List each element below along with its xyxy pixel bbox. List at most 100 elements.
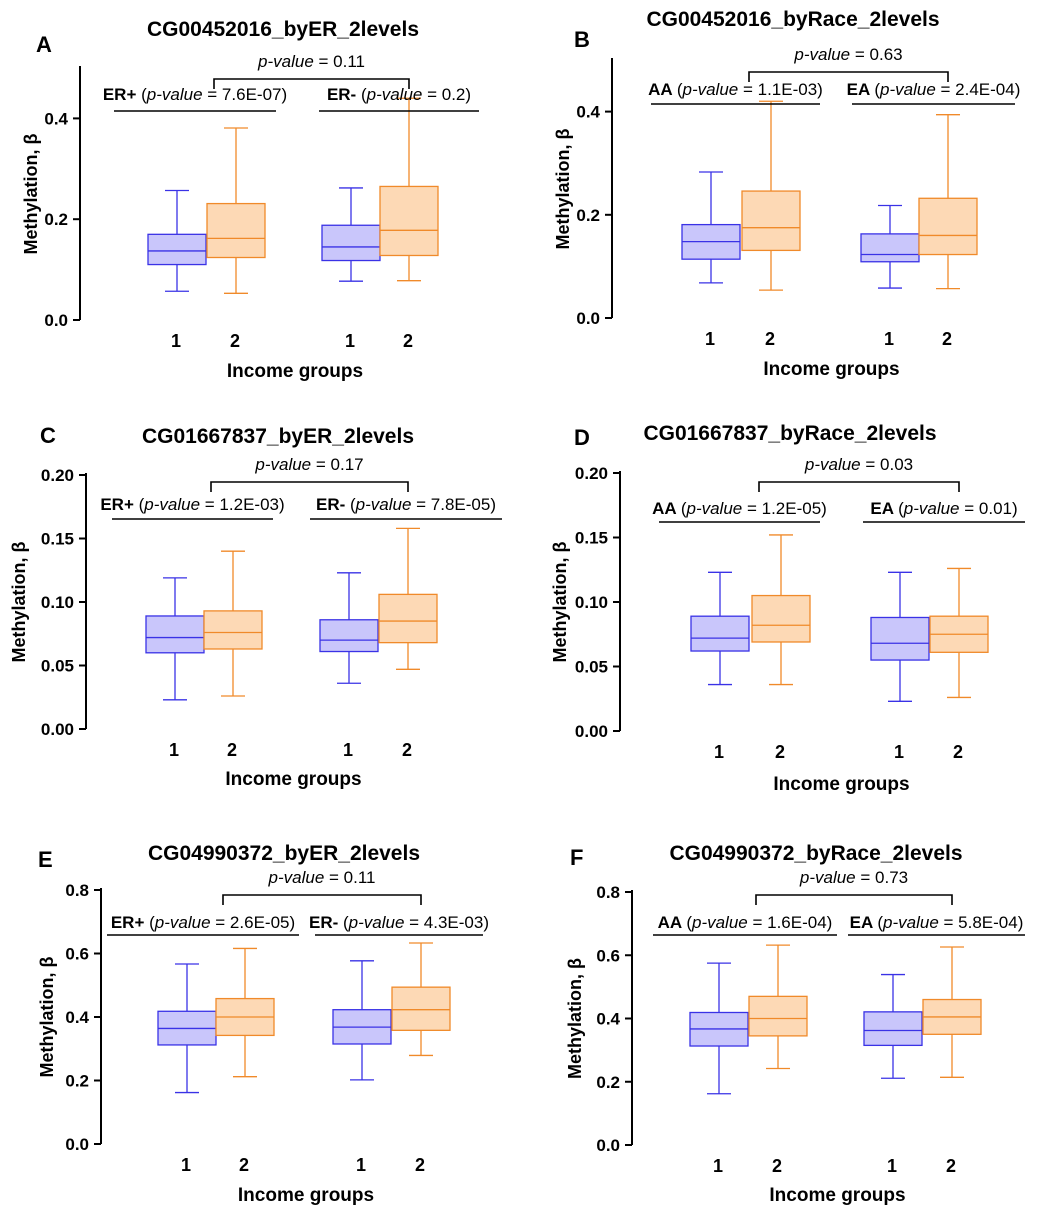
x-tick-label: 1 bbox=[713, 1156, 723, 1176]
x-axis-label: Income groups bbox=[225, 769, 361, 790]
x-tick-label: 2 bbox=[775, 742, 785, 762]
x-tick-label: 1 bbox=[345, 331, 355, 351]
x-tick-label: 2 bbox=[953, 742, 963, 762]
y-tick-label: 0.4 bbox=[576, 103, 600, 122]
overall-pvalue-label: p-value = 0.17 bbox=[254, 455, 363, 474]
y-tick-label: 0.0 bbox=[576, 309, 600, 328]
box-ea-1 bbox=[863, 973, 923, 1079]
x-tick-label: 1 bbox=[181, 1155, 191, 1175]
box-er-1 bbox=[145, 577, 205, 701]
y-tick-label: 0.4 bbox=[596, 1010, 620, 1029]
iqr-box bbox=[870, 616, 930, 661]
box-aa-2 bbox=[751, 534, 811, 686]
panel-label: C bbox=[40, 423, 56, 448]
overall-bracket bbox=[758, 481, 960, 492]
box-aa-2 bbox=[741, 100, 801, 291]
y-tick-label: 0.2 bbox=[596, 1073, 620, 1092]
x-tick-label: 2 bbox=[227, 740, 237, 760]
box-aa-1 bbox=[690, 571, 750, 686]
y-tick-label: 0.20 bbox=[575, 464, 608, 483]
iqr-box bbox=[690, 615, 750, 652]
y-tick-label: 0.0 bbox=[44, 311, 68, 330]
box-aa-1 bbox=[689, 962, 749, 1095]
iqr-box bbox=[918, 197, 978, 256]
panel-c: C CG01667837_byER_2levels 0.00 0.05 0.10 0.15… bbox=[9, 423, 502, 790]
group-pvalue-label: AA (p-value = 1.2E-05) bbox=[652, 499, 827, 518]
group-pvalue-label: AA (p-value = 1.1E-03) bbox=[648, 80, 823, 99]
box-ea-1 bbox=[860, 204, 920, 289]
y-tick-label: 0.8 bbox=[65, 881, 89, 900]
iqr-box bbox=[203, 610, 263, 650]
iqr-box bbox=[206, 202, 266, 259]
group-pvalue-label: ER- (p-value = 4.3E-03) bbox=[309, 913, 489, 932]
iqr-box bbox=[321, 224, 381, 262]
y-axis-label: Methylation, β bbox=[21, 133, 41, 254]
iqr-box bbox=[145, 615, 205, 654]
chart-title: CG04990372_byRace_2levels bbox=[669, 842, 962, 865]
y-tick-label: 0.0 bbox=[596, 1136, 620, 1155]
x-axis-label: Income groups bbox=[769, 1185, 905, 1206]
iqr-box bbox=[378, 593, 438, 644]
y-tick-label: 0.00 bbox=[41, 720, 74, 739]
y-axis-label: Methylation, β bbox=[37, 956, 57, 1077]
panel-label: A bbox=[36, 32, 52, 57]
y-tick-label: 0.2 bbox=[44, 210, 68, 229]
x-tick-label: 2 bbox=[772, 1156, 782, 1176]
overall-bracket bbox=[748, 71, 949, 82]
overall-bracket bbox=[213, 78, 410, 89]
box-er-1 bbox=[319, 572, 379, 684]
x-tick-label: 1 bbox=[887, 1156, 897, 1176]
y-tick-label: 0.15 bbox=[41, 530, 74, 549]
x-tick-label: 1 bbox=[894, 742, 904, 762]
y-tick-label: 0.00 bbox=[575, 722, 608, 741]
group-pvalue-label: ER- (p-value = 0.2) bbox=[327, 85, 471, 104]
panel-a: A CG00452016_byER_2levels 0.0 0.2 0.4Methyla… bbox=[21, 18, 479, 382]
x-tick-label: 2 bbox=[403, 331, 413, 351]
box-ea-1 bbox=[870, 571, 930, 702]
panel-label: D bbox=[574, 425, 590, 450]
panel-label: E bbox=[38, 847, 53, 872]
x-tick-label: 1 bbox=[171, 331, 181, 351]
y-tick-label: 0.0 bbox=[65, 1135, 89, 1154]
x-tick-label: 2 bbox=[946, 1156, 956, 1176]
group-pvalue-label: ER+ (p-value = 1.2E-03) bbox=[100, 495, 284, 514]
iqr-box bbox=[860, 233, 920, 263]
x-tick-label: 2 bbox=[402, 740, 412, 760]
overall-bracket bbox=[210, 481, 409, 492]
group-pvalue-label: ER+ (p-value = 7.6E-07) bbox=[103, 85, 287, 104]
overall-pvalue-label: p-value = 0.63 bbox=[793, 45, 902, 64]
chart-title: CG01667837_byER_2levels bbox=[142, 425, 414, 448]
x-axis-label: Income groups bbox=[763, 359, 899, 380]
x-tick-label: 1 bbox=[343, 740, 353, 760]
iqr-box bbox=[147, 233, 207, 266]
x-axis-label: Income groups bbox=[773, 774, 909, 795]
chart-title: CG00452016_byRace_2levels bbox=[646, 8, 939, 31]
y-axis-label: Methylation, β bbox=[553, 128, 573, 249]
box-er-1 bbox=[332, 960, 392, 1081]
overall-bracket bbox=[755, 894, 953, 905]
box-er-1 bbox=[147, 189, 207, 292]
overall-bracket bbox=[222, 894, 422, 905]
panel-b: B CG00452016_byRace_2levels 0.0 0.2 0.4Methy… bbox=[553, 8, 1020, 380]
box-er-2 bbox=[215, 947, 275, 1078]
y-axis-label: Methylation, β bbox=[550, 541, 570, 662]
box-er-2 bbox=[379, 97, 439, 282]
panel-e: E CG04990372_byER_2levels 0.0 0.2 0.4 0.6 0.8 M… bbox=[37, 842, 489, 1206]
x-tick-label: 2 bbox=[765, 329, 775, 349]
y-axis-label: Methylation, β bbox=[9, 541, 29, 662]
overall-pvalue-label: p-value = 0.03 bbox=[804, 455, 913, 474]
y-axis-label: Methylation, β bbox=[565, 958, 585, 1079]
x-tick-label: 1 bbox=[169, 740, 179, 760]
box-aa-1 bbox=[681, 171, 741, 284]
y-tick-label: 0.05 bbox=[41, 657, 74, 676]
y-tick-label: 0.2 bbox=[576, 206, 600, 225]
x-tick-label: 2 bbox=[942, 329, 952, 349]
group-pvalue-label: ER+ (p-value = 2.6E-05) bbox=[111, 913, 295, 932]
overall-pvalue-label: p-value = 0.73 bbox=[799, 868, 908, 887]
y-tick-label: 0.6 bbox=[596, 946, 620, 965]
y-tick-label: 0.4 bbox=[44, 109, 68, 128]
overall-pvalue-label: p-value = 0.11 bbox=[257, 52, 365, 71]
box-ea-2 bbox=[929, 567, 989, 699]
iqr-box bbox=[319, 619, 379, 653]
y-tick-label: 0.10 bbox=[575, 593, 608, 612]
